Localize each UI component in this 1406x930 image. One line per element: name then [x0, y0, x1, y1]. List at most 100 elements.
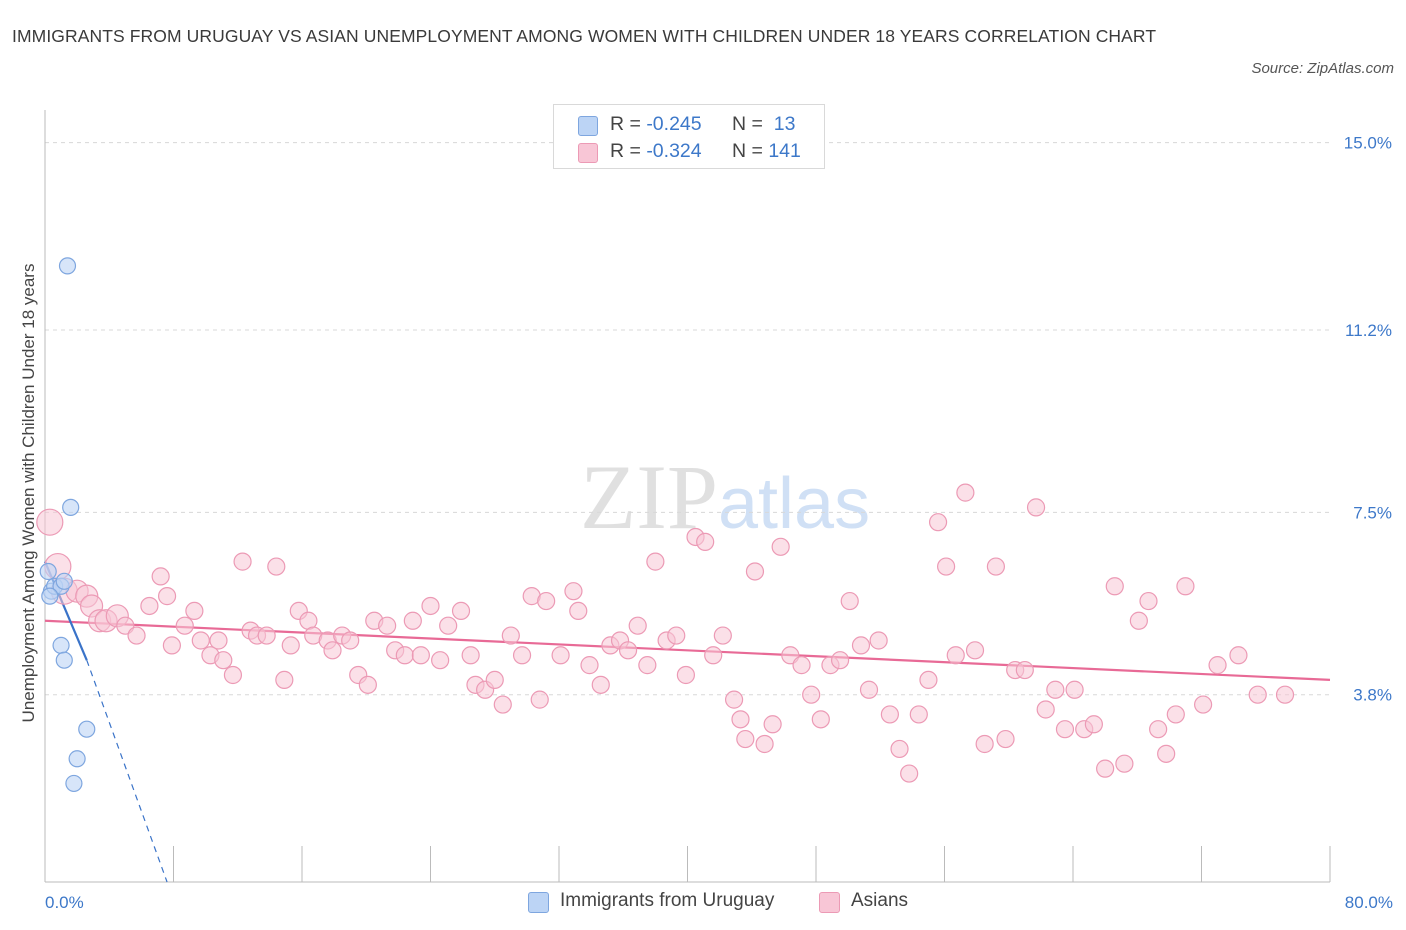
uruguay-point-4	[55, 572, 73, 590]
asians-point-104	[986, 557, 1006, 576]
asians-point-11	[140, 596, 159, 616]
uruguay-point-7	[52, 636, 70, 655]
asians-point-53	[501, 626, 520, 645]
chart-title: IMMIGRANTS FROM URUGUAY VS ASIAN UNEMPLO…	[12, 26, 1157, 46]
asians-point-81	[763, 715, 782, 734]
asians-point-60	[569, 601, 588, 621]
asians-point-17	[191, 631, 210, 650]
asians-legend-label: Asians	[851, 890, 909, 911]
asians-point-124	[1194, 695, 1213, 714]
asians-point-43	[411, 646, 430, 665]
asians-point-125	[1229, 646, 1248, 665]
asians-point-58	[551, 646, 570, 665]
asians-point-122	[1166, 705, 1185, 724]
asians-point-110	[1046, 680, 1065, 699]
asians-point-114	[1084, 715, 1103, 734]
trend-lines	[43, 561, 1331, 883]
asians-point-86	[811, 710, 830, 729]
asians-point-109	[1036, 700, 1055, 719]
asians-point-65	[618, 641, 638, 660]
asians-point-79	[745, 562, 765, 581]
asians-point-48	[461, 646, 480, 665]
asians-point-108	[1026, 498, 1046, 517]
r-value-uruguay: R = -0.245	[610, 113, 702, 135]
uruguay-point-5	[58, 257, 77, 275]
asians-point-101	[956, 483, 975, 502]
r-value-asians: R = -0.324	[610, 140, 702, 162]
asians-point-88	[830, 651, 850, 670]
asians-point-25	[257, 626, 276, 645]
asians-point-90	[851, 636, 871, 655]
y-tick-label-0: 3.8%	[1353, 686, 1392, 705]
uruguay-point-12	[41, 587, 59, 605]
uruguay-point-10	[68, 750, 86, 768]
asians-point-119	[1139, 591, 1158, 611]
asians-point-95	[900, 764, 919, 783]
asians-point-44	[421, 596, 440, 616]
asians-point-120	[1149, 720, 1168, 739]
asians-point-116	[1105, 577, 1124, 596]
asians-point-77	[731, 710, 750, 729]
y-tick-label-1: 7.5%	[1353, 503, 1392, 522]
y-tick-label-2: 11.2%	[1345, 321, 1392, 340]
n-value-uruguay: N = 13	[732, 113, 796, 135]
asians-point-39	[378, 616, 397, 635]
asians-point-62	[591, 675, 610, 694]
asians-point-91	[859, 680, 879, 699]
asians-point-26	[267, 557, 286, 576]
asians-point-71	[676, 665, 695, 685]
n-value-asians: N = 141	[732, 140, 801, 162]
asians-point-92	[869, 631, 888, 650]
asians-point-76	[724, 690, 744, 709]
asians-point-85	[802, 685, 821, 704]
asians-point-96	[909, 705, 928, 724]
asians-point-51	[485, 670, 504, 690]
asians-points	[36, 483, 1295, 783]
asians-point-115	[1096, 759, 1115, 778]
asians-point-80	[755, 734, 774, 754]
asians-point-14	[162, 636, 181, 655]
asians-point-46	[439, 616, 458, 635]
asians-point-128	[1208, 656, 1227, 675]
asians-point-126	[1275, 685, 1295, 704]
y-axis-label: Unemployment Among Women with Children U…	[19, 263, 38, 723]
asians-point-82	[771, 537, 790, 556]
asians-point-94	[890, 739, 909, 759]
asians-point-37	[358, 675, 377, 694]
uruguay-point-11	[65, 774, 83, 793]
asians-point-121	[1157, 744, 1176, 763]
asians-point-103	[975, 734, 994, 754]
asians-point-33	[323, 641, 342, 660]
asians-point-47	[451, 601, 471, 621]
uruguay-legend-swatch	[528, 892, 549, 913]
asians-point-112	[1065, 680, 1084, 699]
asians-point-13	[157, 587, 177, 606]
x-tick-label-1: 80.0%	[1345, 893, 1393, 912]
asians-point-27	[275, 670, 294, 690]
asians-point-78	[736, 729, 755, 749]
uruguay-points	[39, 257, 96, 793]
asians-point-67	[638, 656, 657, 675]
uruguay-point-6	[62, 498, 80, 516]
stats-legend: R = -0.245 N = 13 R = -0.324 N = 141	[553, 104, 825, 169]
asians-point-107	[1015, 660, 1034, 680]
asians-point-99	[937, 557, 956, 576]
asians-point-93	[880, 705, 899, 724]
asians-legend-swatch	[819, 892, 840, 913]
asians-point-56	[530, 690, 549, 709]
asians-point-111	[1055, 720, 1075, 739]
asians-point-12	[151, 567, 170, 586]
asians-point-10	[127, 626, 146, 645]
uruguay-point-9	[78, 720, 96, 738]
asians-point-105	[996, 729, 1015, 749]
uruguay-trend-extension	[86, 659, 168, 883]
asians-point-68	[646, 552, 665, 571]
uruguay-point-0	[39, 562, 57, 581]
asians-point-66	[628, 616, 647, 635]
asians-swatch	[578, 143, 598, 163]
asians-point-28	[281, 636, 300, 655]
asians-point-74	[704, 646, 723, 665]
asians-point-45	[431, 651, 450, 670]
asians-point-102	[965, 641, 985, 660]
